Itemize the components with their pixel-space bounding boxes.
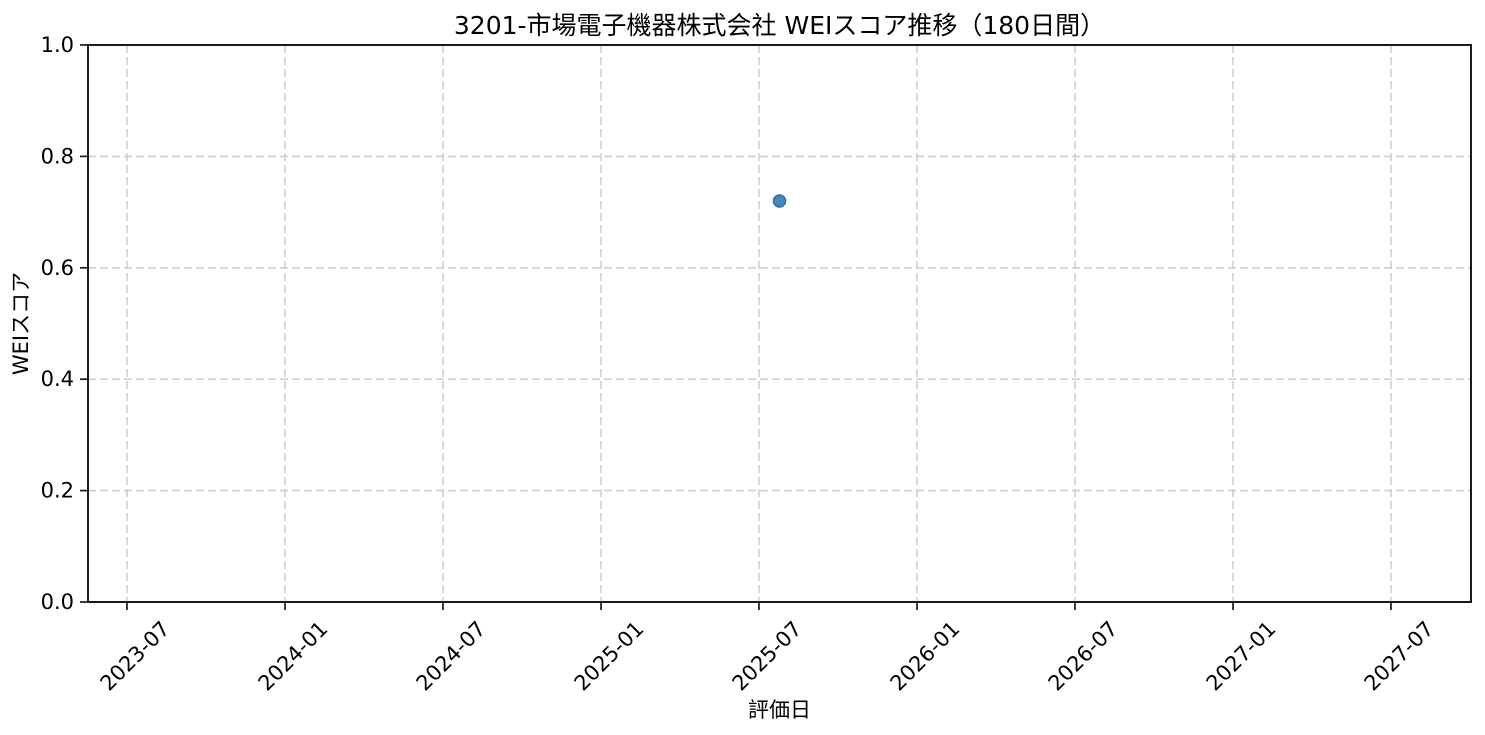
y-tick-label: 0.6 <box>41 256 74 280</box>
y-tick-label: 0.0 <box>41 590 74 614</box>
plot-border <box>87 44 1472 603</box>
y-tick-label: 0.2 <box>41 479 74 503</box>
tick-marks <box>80 44 1392 610</box>
gridlines <box>88 45 1471 602</box>
y-tick-label: 0.8 <box>41 144 74 168</box>
y-tick-label: 0.4 <box>41 367 74 391</box>
y-tick-labels: 0.0 0.2 0.4 0.6 0.8 1.0 <box>41 33 74 614</box>
scatter-point <box>772 194 787 208</box>
chart-title: 3201-市場電子機器株式会社 WEIスコア推移（180日間） <box>454 11 1105 40</box>
y-axis-label: WEIスコア <box>9 272 33 375</box>
y-tick-label: 1.0 <box>41 33 74 57</box>
x-axis-label: 評価日 <box>748 698 811 722</box>
data-points <box>772 194 787 208</box>
